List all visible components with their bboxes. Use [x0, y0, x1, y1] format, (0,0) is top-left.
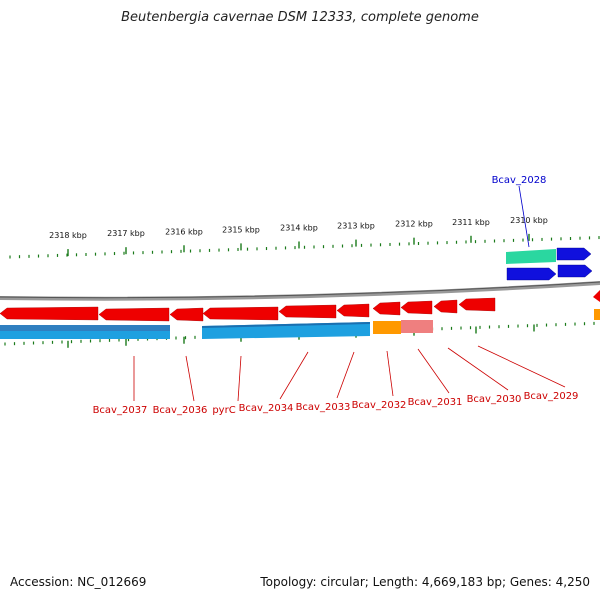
forward-gene-arrow: [202, 306, 279, 321]
scale-label: 2311 kbp: [452, 218, 490, 227]
scale-label: 2314 kbp: [280, 223, 318, 232]
leader-line: [417, 348, 450, 394]
forward-gene-arrow: [98, 307, 170, 322]
map-title: Beutenbergia cavernae DSM 12333, complet…: [121, 10, 479, 25]
pseudo-feature: [401, 320, 433, 333]
forward-gene-arrow: [372, 301, 401, 316]
leader-line: [518, 185, 530, 248]
leader-line: [477, 345, 566, 388]
genome-backbone: [0, 281, 600, 301]
gene-label: pyrC: [212, 405, 235, 416]
reverse-gene-edge: [202, 322, 370, 328]
forward-gene-arrow: [169, 307, 204, 322]
leader-line: [185, 355, 195, 402]
blue-gene-arrow: [557, 264, 593, 278]
forward-gene-arrow: [400, 300, 433, 315]
reverse-gene-bar: [0, 331, 170, 339]
gene-label: Bcav_2031: [408, 397, 463, 408]
gene-label: Bcav_2028: [492, 175, 547, 186]
genome-backbone-edge: [0, 281, 600, 299]
forward-gene-arrow: [0, 306, 99, 321]
other-feature: [373, 321, 401, 334]
gene-label: Bcav_2029: [524, 391, 579, 402]
scale-label: 2313 kbp: [337, 222, 375, 231]
reverse-gene-bar: [0, 325, 170, 331]
leader-line: [336, 351, 355, 399]
scale-label: 2317 kbp: [107, 229, 145, 238]
gene-label: Bcav_2037: [93, 405, 148, 416]
scale-label: 2318 kbp: [49, 231, 87, 240]
leader-line: [447, 347, 509, 391]
scale-label: 2315 kbp: [222, 225, 260, 234]
leader-line: [237, 355, 242, 402]
accession-text: Accession: NC_012669: [10, 575, 147, 589]
scale-label: 2310 kbp: [510, 216, 548, 225]
leader-line: [386, 350, 394, 397]
forward-gene-arrow: [458, 297, 496, 312]
leader-line: [279, 351, 309, 400]
forward-gene-arrow: [278, 304, 337, 319]
gene-label: Bcav_2032: [352, 400, 407, 411]
scale-label: 2312 kbp: [395, 220, 433, 229]
other-feature: [594, 309, 600, 320]
forward-gene-arrow: [433, 299, 458, 314]
gene-label: Bcav_2034: [239, 403, 294, 414]
blue-gene-arrow: [506, 267, 557, 281]
forward-gene-arrow: [593, 290, 600, 302]
gene-label: Bcav_2036: [153, 405, 208, 416]
blue-gene-arrow: [556, 247, 592, 261]
gene-label: Bcav_2030: [467, 394, 522, 405]
forward-gene-arrow: [336, 303, 370, 318]
gene-label: Bcav_2033: [296, 402, 351, 413]
rna-feature: [506, 249, 556, 264]
genome-summary-text: Topology: circular; Length: 4,669,183 bp…: [260, 575, 590, 589]
scale-label: 2316 kbp: [165, 227, 203, 236]
